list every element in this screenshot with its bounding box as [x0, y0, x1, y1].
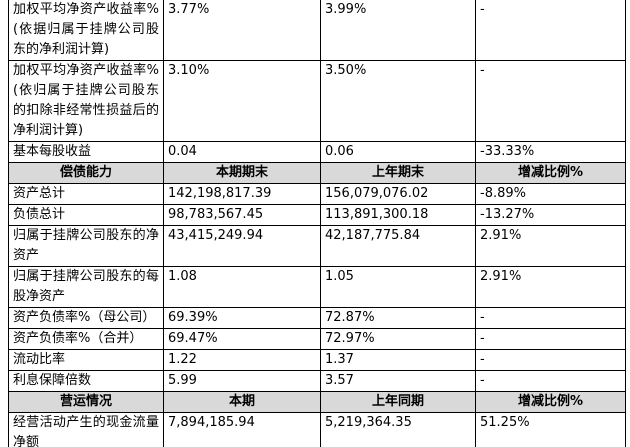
- table-row: 加权平均净资产收益率%(依归属于挂牌公司股东的扣除非经常性损益后的净利润计算) 3…: [8, 60, 626, 142]
- cell: 3.10%: [163, 60, 321, 142]
- financial-table: 加权平均净资产收益率%(依据归属于挂牌公司股东的净利润计算) 3.77% 3.99%…: [8, 0, 626, 447]
- cell: 142,198,817.39: [163, 183, 321, 205]
- cell: 5.99: [163, 370, 321, 392]
- cell: 1.22: [163, 349, 321, 371]
- cell: 上年同期: [320, 391, 476, 413]
- cell: -: [475, 307, 626, 329]
- cell: 3.50%: [320, 60, 476, 142]
- row-label: 营运情况: [8, 391, 164, 413]
- cell: 增减比例%: [475, 391, 626, 413]
- row-label: 负债总计: [8, 204, 164, 226]
- cell: -13.27%: [475, 204, 626, 226]
- cell: 3.77%: [163, 0, 321, 61]
- table-row: 经营活动产生的现金流量净额 7,894,185.94 5,219,364.35 51.…: [8, 412, 626, 447]
- row-label: 加权平均净资产收益率%(依归属于挂牌公司股东的扣除非经常性损益后的净利润计算): [8, 60, 164, 142]
- table-body: 加权平均净资产收益率%(依据归属于挂牌公司股东的净利润计算) 3.77% 3.99%…: [8, 0, 626, 447]
- row-label: 基本每股收益: [8, 141, 164, 163]
- table-row: 资产负债率%（母公司） 69.39% 72.87% -: [8, 307, 626, 329]
- table-row: 利息保障倍数 5.99 3.57-: [8, 370, 626, 392]
- cell: 本期期末: [163, 162, 321, 184]
- table-row: 负债总计 98,783,567.45 113,891,300.18 -13.27%: [8, 204, 626, 226]
- cell: 上年期末: [320, 162, 476, 184]
- cell: 156,079,076.02: [320, 183, 476, 205]
- row-label: 资产总计: [8, 183, 164, 205]
- section-header: 营运情况 本期 上年同期 增减比例%: [8, 391, 626, 413]
- cell: -: [475, 370, 626, 392]
- cell: 0.04: [163, 141, 321, 163]
- row-label: 利息保障倍数: [8, 370, 164, 392]
- table-row: 加权平均净资产收益率%(依据归属于挂牌公司股东的净利润计算) 3.77% 3.99%…: [8, 0, 626, 61]
- cell: 69.47%: [163, 328, 321, 350]
- cell: -8.89%: [475, 183, 626, 205]
- cell: 43,415,249.94: [163, 225, 321, 267]
- row-label: 经营活动产生的现金流量净额: [8, 412, 164, 447]
- table-row: 资产总计 142,198,817.39 156,079,076.02 -8.89%: [8, 183, 626, 205]
- cell: 72.87%: [320, 307, 476, 329]
- table-row: 归属于挂牌公司股东的每股净资产 1.08 1.05 2.91%: [8, 266, 626, 308]
- table-row: 资产负债率%（合并） 69.47% 72.97% -: [8, 328, 626, 350]
- row-label: 加权平均净资产收益率%(依据归属于挂牌公司股东的净利润计算): [8, 0, 164, 61]
- cell: -: [475, 328, 626, 350]
- row-label: 流动比率: [8, 349, 164, 371]
- cell: 0.06: [320, 141, 476, 163]
- cell: -: [475, 60, 626, 142]
- cell: 5,219,364.35: [320, 412, 476, 447]
- cell: 7,894,185.94: [163, 412, 321, 447]
- table-row: 基本每股收益 0.04 0.06 -33.33%: [8, 141, 626, 163]
- cell: 1.37: [320, 349, 476, 371]
- cell: 69.39%: [163, 307, 321, 329]
- cell: 本期: [163, 391, 321, 413]
- cell: 113,891,300.18: [320, 204, 476, 226]
- cell: 1.05: [320, 266, 476, 308]
- row-label: 归属于挂牌公司股东的净资产: [8, 225, 164, 267]
- cell: 2.91%: [475, 225, 626, 267]
- cell: 72.97%: [320, 328, 476, 350]
- cell: 3.99%: [320, 0, 476, 61]
- cell: -: [475, 349, 626, 371]
- cell: 增减比例%: [475, 162, 626, 184]
- row-label: 资产负债率%（合并）: [8, 328, 164, 350]
- cell: 1.08: [163, 266, 321, 308]
- section-header: 偿债能力 本期期末 上年期末 增减比例%: [8, 162, 626, 184]
- cell: 98,783,567.45: [163, 204, 321, 226]
- table-row: 归属于挂牌公司股东的净资产 43,415,249.94 42,187,775.84 2…: [8, 225, 626, 267]
- cell: 3.57: [320, 370, 476, 392]
- cell: 2.91%: [475, 266, 626, 308]
- cell: 42,187,775.84: [320, 225, 476, 267]
- row-label: 资产负债率%（母公司）: [8, 307, 164, 329]
- row-label: 偿债能力: [8, 162, 164, 184]
- cell: -33.33%: [475, 141, 626, 163]
- row-label: 归属于挂牌公司股东的每股净资产: [8, 266, 164, 308]
- cell: 51.25%: [475, 412, 626, 447]
- cell: -: [475, 0, 626, 61]
- table-row: 流动比率 1.22 1.37-: [8, 349, 626, 371]
